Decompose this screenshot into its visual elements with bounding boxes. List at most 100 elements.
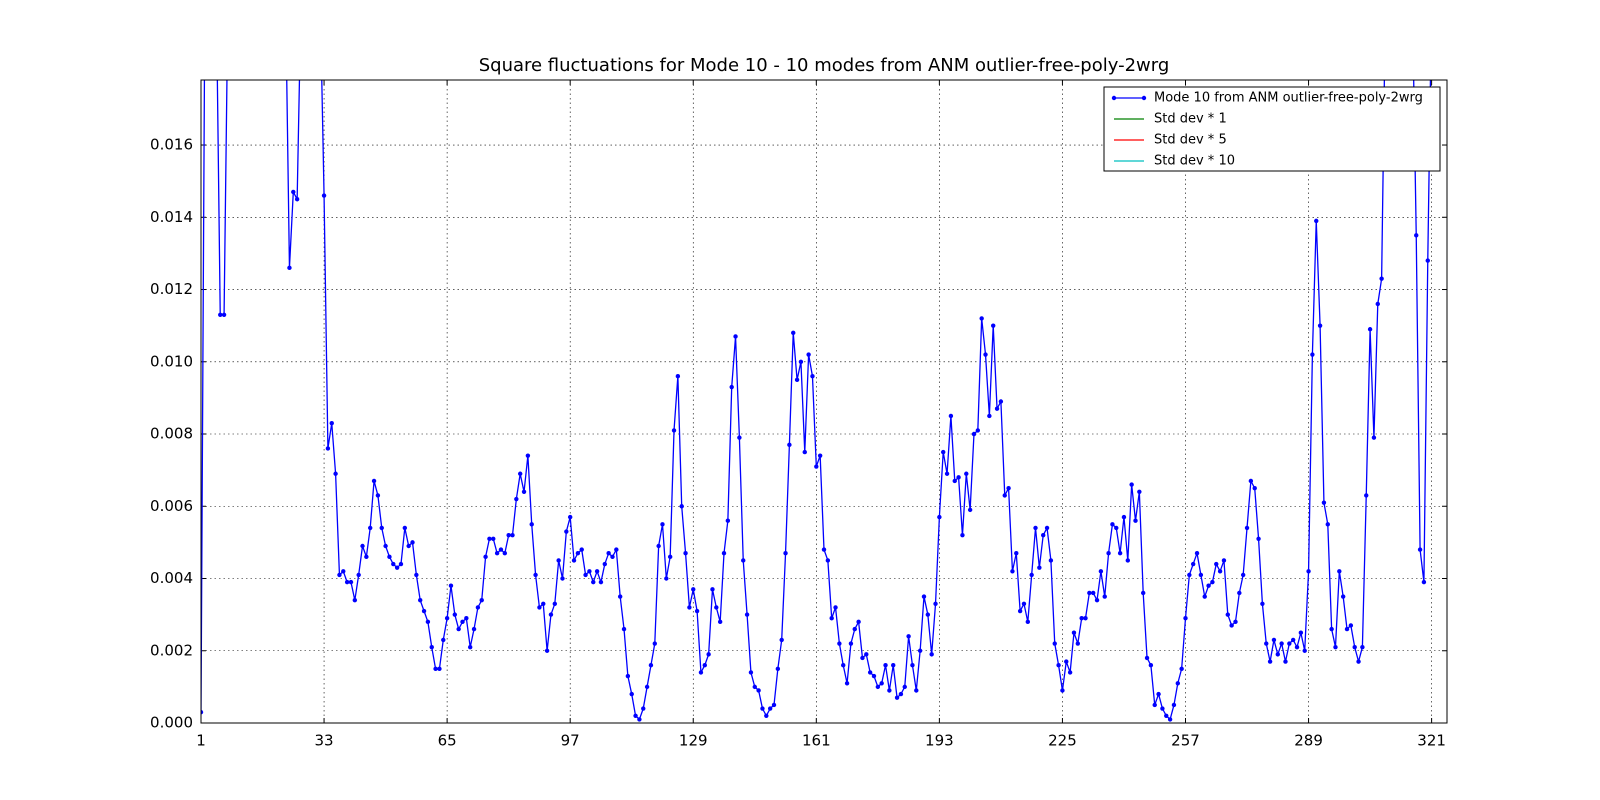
data-point xyxy=(579,547,584,552)
data-point xyxy=(444,616,450,621)
data-point xyxy=(471,626,477,632)
data-point xyxy=(337,572,342,578)
legend-label: Std dev * 5 xyxy=(1154,133,1227,148)
data-point xyxy=(329,420,334,426)
data-point xyxy=(625,673,631,679)
data-point xyxy=(1279,641,1284,646)
data-point xyxy=(1317,323,1323,328)
data-point xyxy=(552,601,558,606)
data-point xyxy=(941,449,946,455)
data-point xyxy=(1210,579,1215,585)
data-point xyxy=(1233,619,1238,625)
plot-area xyxy=(201,0,1432,722)
data-point xyxy=(221,312,227,318)
data-point xyxy=(867,670,873,675)
data-point xyxy=(1079,616,1084,621)
data-point xyxy=(1094,597,1100,603)
data-point xyxy=(1290,637,1296,643)
data-point xyxy=(648,663,654,668)
legend-box xyxy=(1103,86,1441,172)
data-point xyxy=(483,554,488,560)
data-point xyxy=(1202,594,1207,599)
data-point xyxy=(1171,702,1177,708)
data-point xyxy=(394,565,400,570)
data-point xyxy=(1194,551,1200,556)
data-point xyxy=(910,663,915,668)
data-point xyxy=(272,0,276,3)
data-point xyxy=(583,572,588,578)
data-point xyxy=(1067,670,1073,675)
data-point xyxy=(460,619,465,625)
legend-label: Mode 10 from ANM outlier-free-poly-2wrg xyxy=(1154,91,1423,106)
data-point xyxy=(698,670,704,675)
data-point xyxy=(802,449,807,455)
x-tick-label: 225 xyxy=(1048,732,1077,750)
data-point xyxy=(710,587,715,592)
data-point xyxy=(906,634,911,639)
data-point xyxy=(1071,630,1077,635)
data-point xyxy=(406,543,411,549)
data-point xyxy=(1229,623,1234,628)
data-point xyxy=(1006,485,1011,491)
data-point xyxy=(1179,666,1184,672)
data-point xyxy=(587,569,592,574)
data-point xyxy=(264,0,268,3)
data-point xyxy=(683,551,688,556)
data-point xyxy=(1121,514,1127,520)
data-point xyxy=(633,713,638,718)
data-point xyxy=(998,399,1004,404)
data-point xyxy=(1271,637,1277,643)
data-point xyxy=(456,626,461,632)
x-tick-label: 97 xyxy=(561,732,580,750)
data-point xyxy=(1252,485,1257,491)
data-point xyxy=(937,514,942,520)
data-point xyxy=(1175,681,1181,686)
x-tick-label: 33 xyxy=(315,732,334,750)
data-point xyxy=(494,551,500,556)
data-point xyxy=(637,717,642,722)
data-point xyxy=(629,691,634,697)
data-point xyxy=(617,594,623,599)
data-point xyxy=(664,576,669,581)
data-point xyxy=(1410,0,1414,3)
data-point xyxy=(983,352,988,357)
data-point xyxy=(1017,608,1023,614)
data-point xyxy=(418,597,423,603)
data-point xyxy=(667,554,673,560)
data-point xyxy=(1306,569,1311,574)
data-point xyxy=(975,428,981,433)
data-point xyxy=(883,663,888,668)
data-point xyxy=(437,666,442,672)
data-point xyxy=(944,471,950,476)
data-point xyxy=(841,663,846,668)
data-point xyxy=(1148,663,1154,668)
data-point xyxy=(679,504,684,509)
data-point xyxy=(214,0,218,3)
data-point xyxy=(902,684,907,690)
data-point xyxy=(276,0,280,3)
data-point xyxy=(280,0,284,3)
data-point xyxy=(544,648,550,653)
data-point xyxy=(1371,435,1377,440)
data-point xyxy=(621,626,627,632)
data-point xyxy=(1364,493,1369,498)
data-point xyxy=(1156,691,1161,697)
data-point xyxy=(1160,706,1165,711)
data-point xyxy=(806,352,811,357)
y-tick-label: 0.006 xyxy=(150,497,193,515)
data-point xyxy=(641,706,646,711)
data-point xyxy=(318,0,322,3)
data-point xyxy=(1106,551,1111,556)
data-point xyxy=(245,0,249,3)
data-point xyxy=(737,435,742,440)
data-point xyxy=(398,561,404,567)
data-point xyxy=(517,471,523,476)
data-point xyxy=(817,453,823,458)
data-point xyxy=(1379,276,1384,281)
data-point xyxy=(1102,594,1107,599)
data-point xyxy=(856,619,861,625)
data-point xyxy=(925,612,931,617)
data-point xyxy=(660,522,665,527)
data-point xyxy=(1114,525,1119,531)
